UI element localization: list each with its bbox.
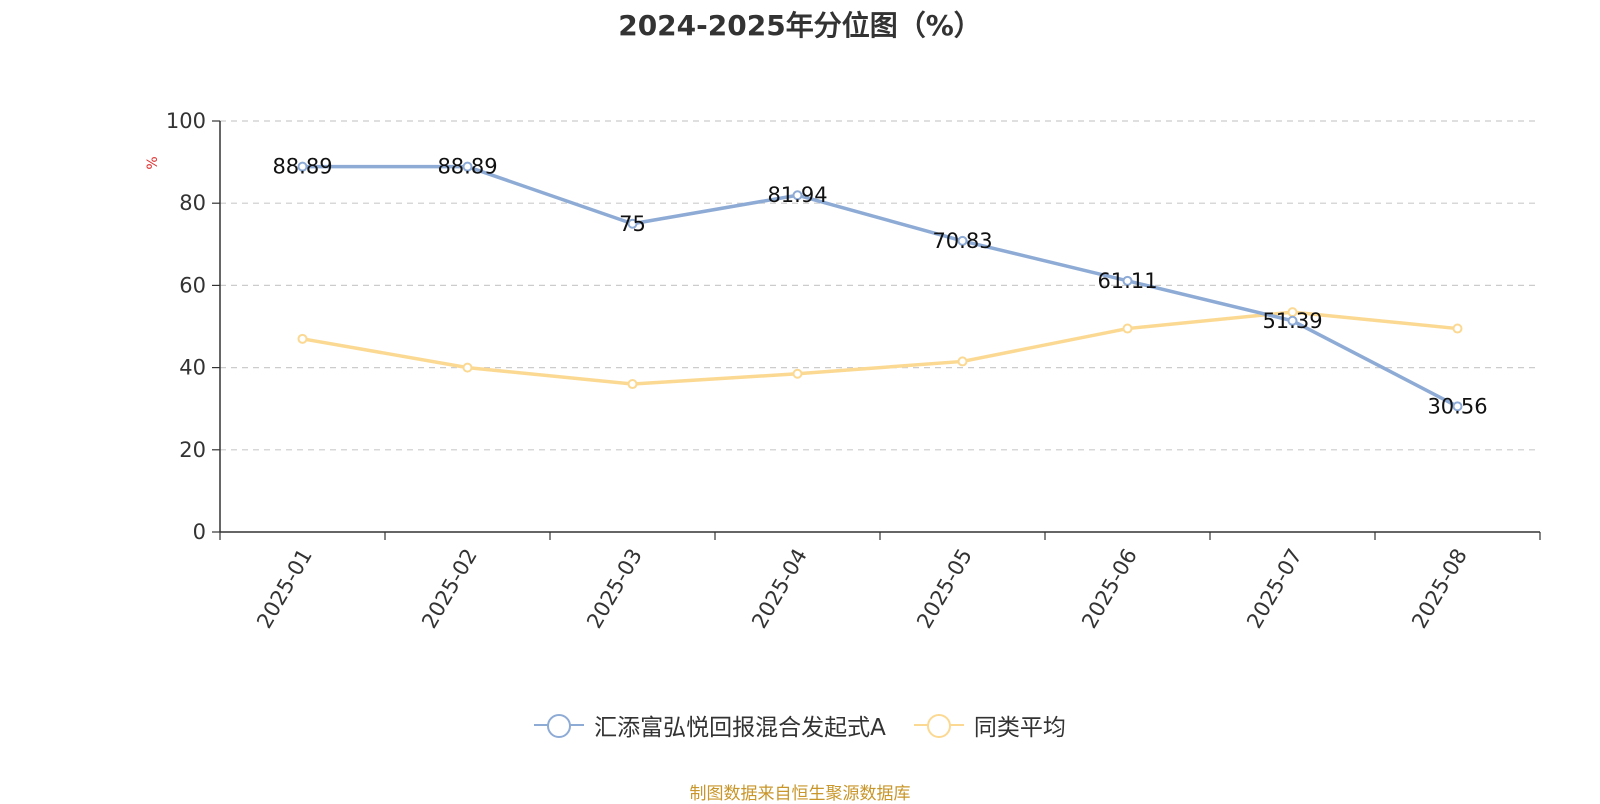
legend: 汇添富弘悦回报混合发起式A 同类平均	[0, 708, 1600, 742]
data-point-0	[297, 161, 308, 172]
legend-label-fund: 汇添富弘悦回报混合发起式A	[594, 715, 886, 741]
x-tick-label: 2025-08	[1407, 545, 1472, 633]
x-tick-label: 2025-07	[1242, 545, 1307, 633]
y-tick-label: 0	[193, 520, 206, 544]
data-point-1	[1452, 323, 1463, 334]
data-point-0	[792, 190, 803, 201]
legend-item-average[interactable]: 同类平均	[913, 708, 1066, 742]
y-tick-label: 40	[179, 356, 206, 380]
data-point-0	[627, 218, 638, 229]
grid-lines	[220, 120, 1540, 451]
y-tick-label: 80	[179, 191, 206, 215]
x-tick-label: 2025-03	[582, 545, 647, 633]
data-label: 88.89	[437, 155, 497, 179]
data-label: 30.56	[1427, 394, 1487, 418]
y-tick-label: 100	[166, 109, 206, 133]
data-labels: 88.89 88.89 75 81.94 70.83 61.11 51.39 30.56	[272, 155, 1487, 419]
data-label: 70.83	[932, 229, 992, 253]
data-point-1	[1122, 323, 1133, 334]
y-tick-label: 60	[179, 273, 206, 297]
x-tick-label: 2025-01	[252, 545, 317, 633]
data-point-1	[627, 379, 638, 390]
x-tick-label: 2025-06	[1077, 545, 1142, 633]
data-point-0	[1452, 401, 1463, 412]
data-point-1	[792, 368, 803, 379]
y-tick-label: 20	[179, 438, 206, 462]
legend-marker-fund-icon	[534, 713, 585, 738]
legend-marker-average-icon	[913, 713, 964, 738]
data-point-1	[462, 362, 473, 373]
data-label: 81.94	[767, 183, 827, 207]
data-point-0	[957, 235, 968, 246]
data-label: 61.11	[1097, 269, 1157, 293]
data-point-0	[1122, 275, 1133, 286]
data-point-1	[297, 333, 308, 344]
y-axis-label: %	[145, 156, 161, 169]
source-note: 制图数据来自恒生聚源数据库	[689, 784, 911, 804]
x-tick-label: 2025-05	[912, 545, 977, 633]
data-point-1	[957, 356, 968, 367]
legend-item-fund[interactable]: 汇添富弘悦回报混合发起式A	[534, 708, 886, 742]
x-tick-label: 2025-04	[747, 545, 812, 633]
data-point-0	[1287, 315, 1298, 326]
data-label: 51.39	[1262, 309, 1322, 333]
chart-title: 2024-2025年分位图（%）	[618, 9, 982, 42]
series-lines	[297, 161, 1463, 412]
data-point-0	[462, 161, 473, 172]
data-label: 75	[619, 212, 646, 236]
x-tick-label: 2025-02	[417, 545, 482, 633]
series-line-0	[302, 164, 1459, 408]
data-label: 88.89	[272, 155, 332, 179]
legend-label-average: 同类平均	[973, 715, 1066, 741]
